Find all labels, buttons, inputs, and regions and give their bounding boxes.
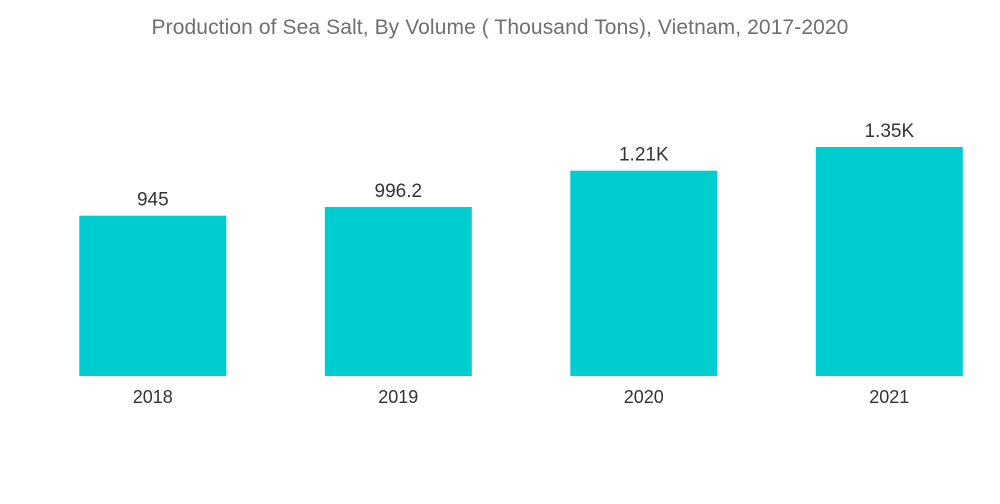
bar-2020	[570, 170, 718, 376]
bar-2018	[79, 215, 227, 376]
x-tick-2020: 2020	[624, 387, 664, 407]
data-label-2021: 1.35K	[864, 121, 914, 142]
x-tick-2021: 2021	[869, 387, 909, 407]
bars-group	[79, 147, 963, 376]
data-label-2018: 945	[137, 190, 169, 211]
data-label-2020: 1.21K	[619, 145, 669, 166]
chart-title: Production of Sea Salt, By Volume ( Thou…	[151, 16, 849, 39]
bar-2019	[324, 207, 472, 376]
x-tick-2018: 2018	[133, 387, 173, 407]
data-label-2019: 996.2	[375, 181, 423, 202]
bar-2021	[815, 147, 963, 376]
x-axis-ticks: 2018 2019 2020 2021	[133, 387, 910, 407]
data-labels-group: 945 996.2 1.21K 1.35K	[137, 121, 915, 211]
x-tick-2019: 2019	[378, 387, 418, 407]
